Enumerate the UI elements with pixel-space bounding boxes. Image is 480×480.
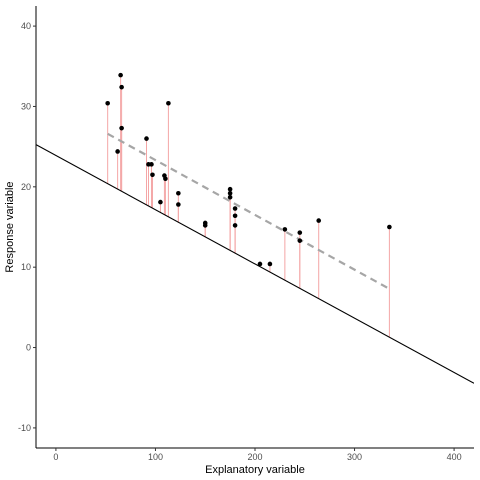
- data-point: [158, 199, 163, 205]
- y-tick-label: -10: [18, 423, 31, 433]
- data-point: [119, 84, 124, 90]
- x-tick-label: 100: [148, 452, 163, 462]
- data-points: [105, 72, 392, 267]
- data-point: [150, 172, 155, 178]
- data-point: [176, 190, 181, 196]
- data-point: [297, 230, 303, 235]
- data-point: [119, 125, 124, 131]
- data-point: [227, 186, 233, 192]
- x-tick-label: 300: [347, 452, 362, 462]
- fitted-line-path: [107, 132, 390, 290]
- data-point: [297, 238, 303, 243]
- x-tick-label: 400: [447, 452, 462, 462]
- data-point: [316, 218, 322, 223]
- x-axis-ticks: 0 100 200 300 400: [53, 448, 462, 462]
- data-point: [149, 162, 154, 167]
- data-point: [202, 223, 208, 228]
- y-axis-ticks: -10 0 10 20 30 40: [18, 21, 36, 433]
- x-tick-label: 200: [247, 452, 262, 462]
- data-point: [257, 261, 263, 267]
- data-point: [227, 190, 233, 196]
- y-tick-label: 30: [21, 101, 31, 111]
- data-point: [118, 72, 123, 78]
- y-tick-label: 0: [26, 343, 31, 353]
- data-point: [387, 224, 392, 230]
- data-point: [282, 227, 288, 232]
- y-tick-label: 20: [21, 182, 31, 192]
- fitted-line: [107, 132, 390, 290]
- x-axis-title: Explanatory variable: [205, 464, 305, 476]
- reference-line-path: [36, 144, 474, 384]
- data-point: [105, 100, 110, 106]
- data-point: [232, 223, 238, 228]
- data-point: [163, 176, 168, 182]
- data-point: [232, 206, 238, 211]
- data-point: [227, 194, 233, 200]
- data-point: [176, 202, 181, 207]
- data-point: [267, 261, 273, 267]
- reference-line: [36, 144, 474, 384]
- data-point: [115, 149, 120, 154]
- data-point: [144, 136, 149, 141]
- y-tick-label: 40: [21, 21, 31, 31]
- x-tick-label: 0: [53, 452, 58, 462]
- data-point: [232, 213, 238, 219]
- data-point: [166, 100, 171, 106]
- residual-lines: [107, 75, 390, 338]
- y-axis-title: Response variable: [4, 181, 16, 272]
- y-tick-label: 10: [21, 262, 31, 272]
